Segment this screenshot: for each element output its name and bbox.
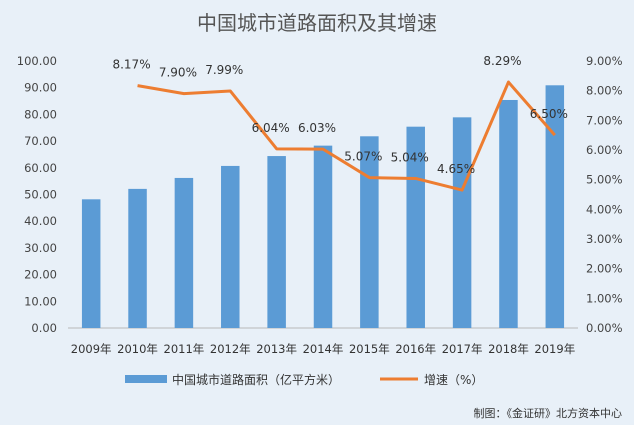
left-tick-label: 20.00 bbox=[24, 268, 57, 282]
bar bbox=[128, 188, 147, 328]
bar bbox=[545, 85, 565, 328]
right-tick-label: 7.00% bbox=[586, 113, 623, 127]
left-tick-label: 80.00 bbox=[24, 107, 57, 121]
legend-label-bar: 中国城市道路面积（亿平方米） bbox=[172, 372, 340, 387]
bar bbox=[360, 136, 379, 328]
left-tick-label: 30.00 bbox=[24, 241, 57, 255]
x-tick-label: 2013年 bbox=[256, 342, 297, 356]
bar bbox=[267, 156, 286, 328]
x-tick-label: 2011年 bbox=[164, 342, 205, 356]
left-tick-label: 0.00 bbox=[31, 321, 57, 335]
right-tick-label: 1.00% bbox=[586, 291, 623, 305]
x-tick-label: 2018年 bbox=[488, 342, 529, 356]
bar-series bbox=[81, 85, 565, 329]
right-axis-ticks: 0.00% 1.00% 2.00% 3.00% 4.00% 5.00% 6.00% 7.00%… bbox=[586, 54, 623, 335]
bar bbox=[313, 145, 333, 328]
line-data-label: 8.17% bbox=[112, 58, 150, 72]
bar bbox=[452, 117, 472, 328]
legend-swatch-bar bbox=[125, 375, 167, 383]
line-data-label: 6.50% bbox=[530, 107, 568, 121]
bar bbox=[499, 99, 518, 329]
right-tick-label: 0.00% bbox=[586, 321, 623, 335]
line-data-label: 5.07% bbox=[344, 150, 382, 164]
left-tick-label: 90.00 bbox=[24, 81, 57, 95]
growth-line bbox=[137, 80, 556, 192]
x-tick-label: 2017年 bbox=[442, 342, 483, 356]
x-tick-label: 2016年 bbox=[395, 342, 436, 356]
left-tick-label: 10.00 bbox=[24, 294, 57, 308]
right-tick-label: 9.00% bbox=[586, 54, 623, 68]
left-tick-label: 100.00 bbox=[17, 54, 57, 68]
left-tick-label: 60.00 bbox=[24, 161, 57, 175]
right-tick-label: 6.00% bbox=[586, 143, 623, 157]
bar bbox=[174, 177, 194, 328]
right-tick-label: 5.00% bbox=[586, 173, 623, 187]
right-tick-label: 8.00% bbox=[586, 84, 623, 98]
line-data-label: 6.04% bbox=[252, 121, 290, 135]
line-data-label: 6.03% bbox=[298, 121, 336, 135]
chart-title: 中国城市道路面积及其增速 bbox=[197, 11, 437, 35]
line-data-label: 7.90% bbox=[159, 66, 197, 80]
left-tick-label: 70.00 bbox=[24, 134, 57, 148]
x-tick-label: 2019年 bbox=[534, 342, 575, 356]
line-data-label: 8.29% bbox=[483, 54, 521, 68]
x-tick-label: 2015年 bbox=[349, 342, 390, 356]
left-tick-label: 40.00 bbox=[24, 214, 57, 228]
right-tick-label: 3.00% bbox=[586, 232, 623, 246]
legend: 中国城市道路面积（亿平方米） 增速（%） bbox=[125, 372, 483, 387]
line-data-labels: 8.17% 7.90% 7.99% 6.04% 6.03% 5.07% 5.04% 4.65%… bbox=[112, 54, 567, 176]
right-tick-label: 4.00% bbox=[586, 202, 623, 216]
left-axis-ticks: 0.00 10.00 20.00 30.00 40.00 50.00 60.00 70.00 8… bbox=[17, 54, 57, 335]
line-series bbox=[137, 80, 556, 192]
left-tick-label: 50.00 bbox=[24, 188, 57, 202]
x-tick-label: 2012年 bbox=[210, 342, 251, 356]
legend-label-line: 增速（%） bbox=[424, 373, 483, 387]
x-axis-ticks: 2009年 2010年 2011年 2012年 2013年 2014年 2015年 2016年… bbox=[71, 342, 575, 356]
bar bbox=[221, 165, 240, 328]
chart-credit: 制图：《金证研》北方资本中心 bbox=[474, 406, 623, 420]
line-data-label: 7.99% bbox=[205, 63, 243, 77]
bar bbox=[81, 199, 101, 328]
line-data-label: 5.04% bbox=[391, 150, 429, 164]
x-tick-label: 2014年 bbox=[303, 342, 344, 356]
right-tick-label: 2.00% bbox=[586, 262, 623, 276]
x-tick-label: 2010年 bbox=[117, 342, 158, 356]
x-tick-label: 2009年 bbox=[71, 342, 112, 356]
line-data-label: 4.65% bbox=[437, 162, 475, 176]
